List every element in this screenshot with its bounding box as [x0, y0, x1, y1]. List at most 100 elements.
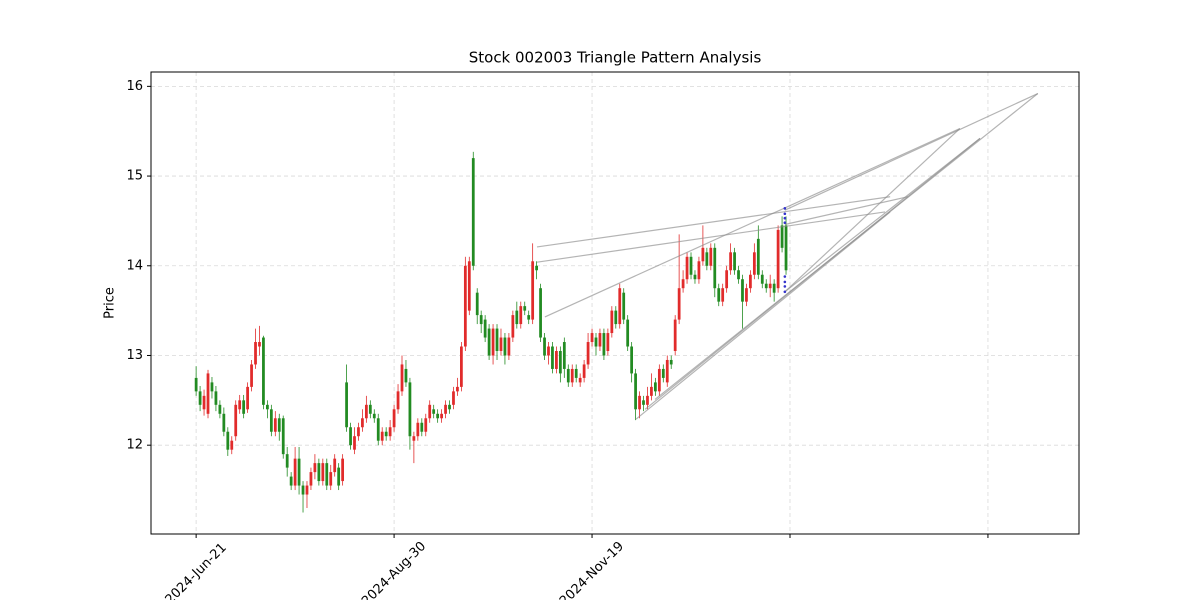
candle-body	[594, 337, 598, 347]
candle-body	[297, 458, 301, 486]
candle-body	[618, 288, 622, 325]
candle-body	[463, 265, 467, 347]
pattern-marker	[783, 280, 787, 284]
candle-body	[194, 377, 198, 392]
candle-body	[527, 315, 531, 320]
candle-body	[764, 283, 768, 289]
candle-body	[289, 476, 293, 486]
candle-body	[499, 337, 503, 351]
candle-body	[610, 310, 614, 334]
candle-body	[495, 328, 499, 351]
candle-body	[677, 288, 681, 320]
candle-body	[606, 333, 610, 351]
candle-body	[689, 256, 693, 275]
y-tick-label: 14	[126, 258, 143, 273]
candle-body	[547, 346, 550, 356]
x-tick-label: 2024-Nov-19	[557, 539, 627, 600]
candle-body	[507, 337, 511, 356]
trend-line	[784, 128, 961, 293]
trend-line	[654, 93, 1039, 400]
candle-body	[626, 319, 630, 347]
candle-body	[543, 337, 546, 356]
candle-body	[614, 310, 618, 325]
candle-body	[646, 395, 649, 405]
candle-body	[562, 342, 566, 369]
candle-body	[650, 386, 653, 396]
candle-body	[448, 404, 451, 410]
candle-body	[266, 404, 269, 410]
candle-body	[701, 247, 705, 262]
candle-body	[570, 368, 574, 383]
pattern-marker	[783, 221, 787, 225]
candle-body	[685, 256, 689, 280]
candle-body	[661, 368, 665, 378]
pattern-marker	[783, 216, 787, 220]
candle-body	[657, 368, 661, 392]
candle-body	[483, 319, 487, 338]
y-tick-label: 13	[126, 348, 143, 363]
candle-body	[329, 472, 333, 486]
candle-body	[582, 364, 586, 378]
pattern-marker	[783, 285, 787, 288]
candle-body	[317, 463, 321, 482]
candle-body	[218, 404, 222, 414]
candle-body	[250, 364, 253, 387]
y-tick-label: 16	[126, 79, 143, 94]
y-tick-label: 15	[126, 169, 143, 184]
candle-body	[634, 373, 637, 410]
candle-body	[444, 404, 447, 414]
candle-body	[590, 333, 594, 343]
candle-body	[210, 382, 214, 392]
candle-body	[622, 292, 626, 320]
candle-body	[392, 409, 396, 428]
candle-body	[784, 225, 788, 271]
x-tick-label: 2024-Aug-30	[359, 539, 429, 600]
candle-body	[535, 265, 538, 271]
candle-body	[325, 463, 329, 486]
candle-body	[586, 342, 590, 365]
candle-body	[519, 306, 523, 325]
candle-body	[285, 454, 289, 468]
candle-body	[456, 386, 459, 392]
candle-body	[416, 422, 420, 437]
candle-body	[440, 413, 443, 419]
candle-body	[281, 418, 285, 455]
candle-body	[313, 463, 317, 473]
candle-body	[737, 270, 740, 280]
candle-body	[555, 350, 558, 369]
candle-body	[349, 427, 352, 446]
candle-body	[642, 400, 645, 405]
candle-body	[436, 413, 440, 419]
candle-body	[238, 400, 242, 410]
candle-body	[780, 225, 784, 248]
candle-body	[467, 261, 471, 311]
candle-body	[725, 270, 729, 289]
candle-body	[705, 252, 709, 266]
candle-body	[713, 247, 717, 289]
trend-line	[544, 127, 961, 318]
candle-body	[471, 158, 475, 266]
candle-body	[432, 409, 436, 414]
chart-title: Stock 002003 Triangle Pattern Analysis	[469, 49, 762, 67]
candle-body	[669, 359, 673, 365]
trend-line	[784, 92, 1039, 211]
candle-body	[412, 436, 416, 441]
candle-body	[408, 382, 412, 437]
candle-body	[353, 436, 356, 450]
candle-body	[345, 382, 348, 428]
candle-body	[460, 346, 463, 387]
candle-body	[487, 328, 491, 356]
candle-body	[681, 279, 685, 289]
trend-line	[635, 211, 891, 420]
candle-body	[404, 368, 408, 383]
candle-body	[729, 252, 732, 271]
candle-body	[321, 463, 325, 482]
candle-body	[638, 395, 641, 410]
candle-body	[630, 346, 634, 374]
candle-body	[523, 306, 527, 311]
candle-body	[277, 418, 281, 432]
candle-body	[206, 373, 210, 414]
y-axis-label: Price	[103, 287, 118, 319]
candle-body	[760, 274, 764, 284]
